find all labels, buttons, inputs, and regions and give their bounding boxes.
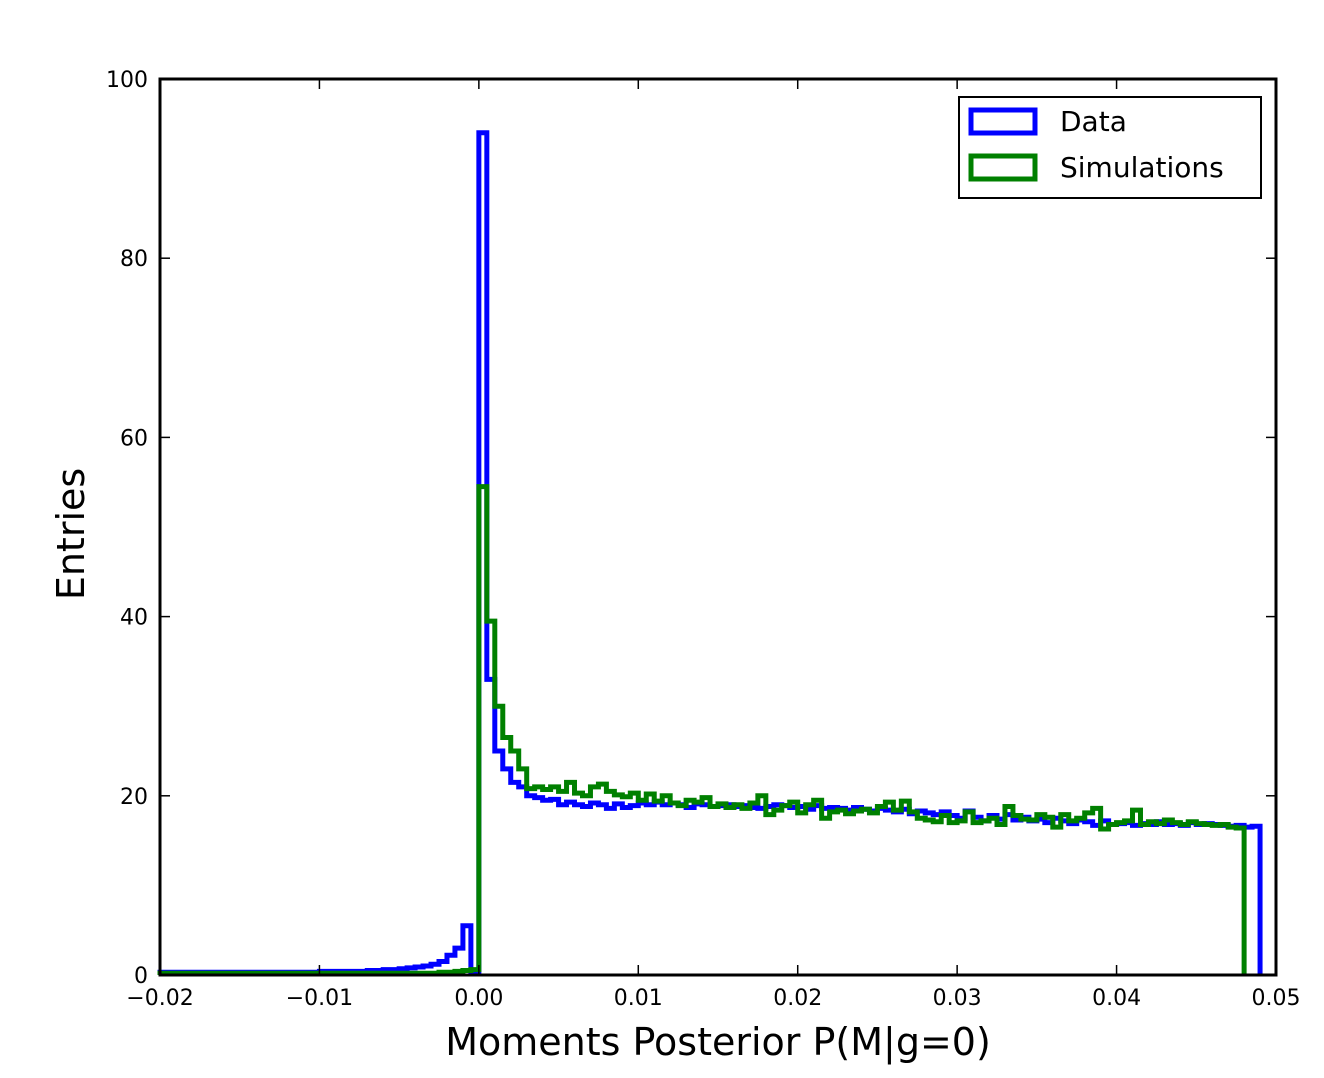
x-tick-label: −0.01 (286, 986, 353, 1011)
x-tick-label: −0.02 (126, 986, 193, 1011)
legend-swatch-data (968, 107, 1038, 136)
legend-label-simulations: Simulations (1060, 151, 1224, 184)
x-tick-label: 0.03 (933, 986, 982, 1011)
series-line-simulations (157, 484, 1247, 976)
legend-label-data: Data (1060, 105, 1127, 138)
series-layer (157, 130, 1263, 976)
y-tick-label: 60 (120, 426, 148, 451)
x-tick-label: 0.01 (614, 986, 663, 1011)
y-tick-label: 80 (120, 247, 148, 272)
x-tick-label: 0.00 (454, 986, 503, 1011)
axes-frame (158, 77, 1278, 977)
x-tick-label: 0.05 (1252, 986, 1301, 1011)
ticks-layer: −0.02 −0.01 0.00 0.01 0.02 0.03 0.04 0.05 0 20 40 6… (106, 68, 1300, 1011)
x-tick-label: 0.04 (1092, 986, 1141, 1011)
legend: Data Simulations (958, 96, 1262, 199)
y-tick-label: 40 (120, 606, 148, 631)
x-axis-label: Moments Posterior P(M|g=0) (445, 1020, 991, 1065)
y-axis-label: Entries (49, 468, 93, 600)
x-tick-label: 0.02 (773, 986, 822, 1011)
y-tick-label: 0 (134, 964, 148, 989)
y-tick-label: 100 (106, 68, 148, 93)
legend-swatch-simulations (968, 153, 1038, 182)
y-tick-label: 20 (120, 785, 148, 810)
series-line-data (157, 130, 1263, 975)
